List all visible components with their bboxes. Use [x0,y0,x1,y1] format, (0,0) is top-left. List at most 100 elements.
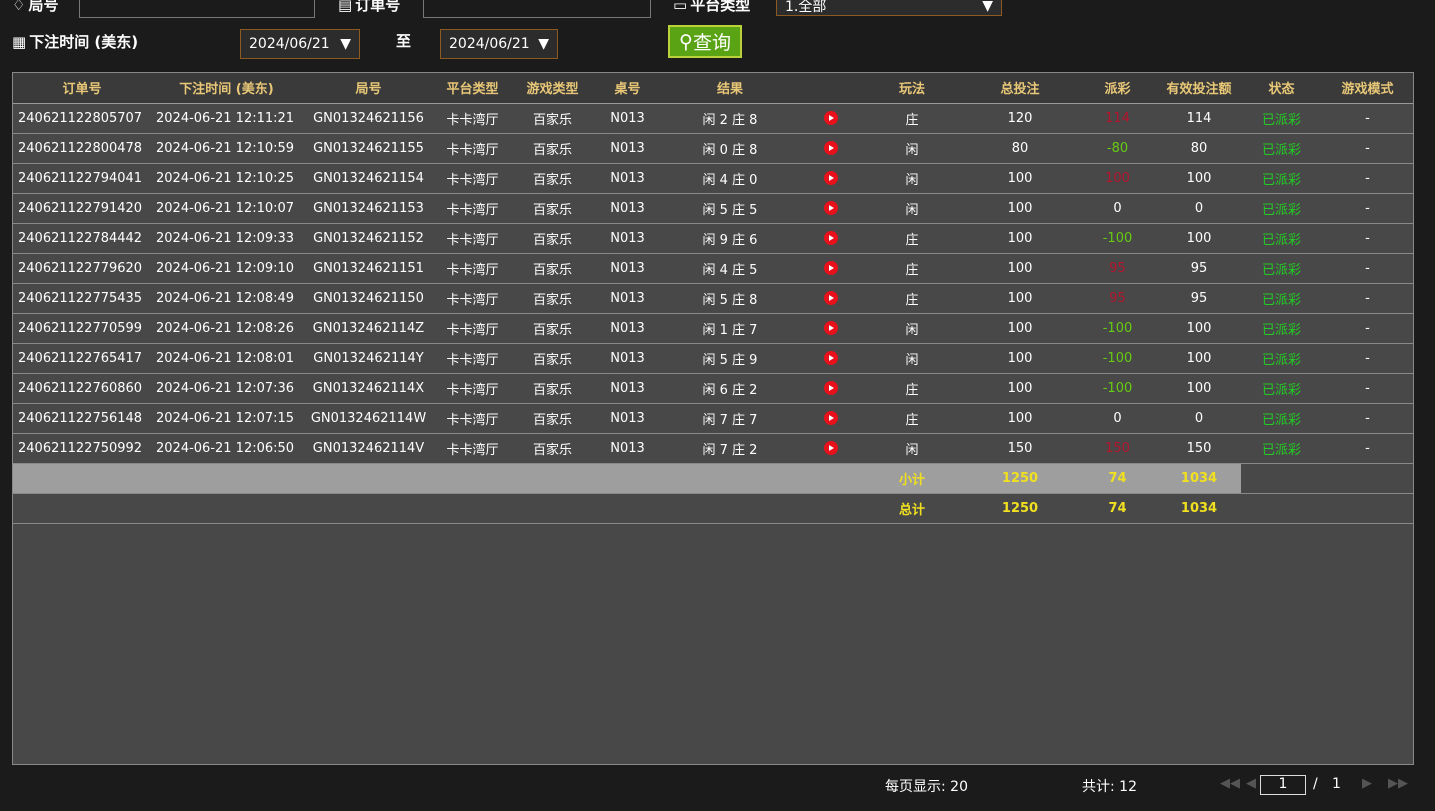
video-cell[interactable] [800,253,862,284]
query-button[interactable]: ⚲ 查询 [668,25,742,58]
table-row: 240621122784442 2024-06-21 12:09:33 GN0132… [13,223,1413,254]
result-cell: 闲 5 庄 5 [660,193,800,224]
subtotal-payout: 74 [1078,463,1157,494]
play-video-icon[interactable] [824,171,838,185]
platform-cell: 卡卡湾厅 [435,403,510,434]
game-mode-cell: - [1322,343,1413,374]
play-video-icon[interactable] [824,351,838,365]
bet-type-cell: 闲 [862,133,962,164]
valid-bet-cell: 114 [1157,103,1241,134]
column-header: 下注时间 (美东) [151,73,302,104]
result-cell: 闲 7 庄 2 [660,433,800,464]
bet-type-cell: 庄 [862,283,962,314]
game-mode-cell: - [1322,253,1413,284]
play-video-icon[interactable] [824,441,838,455]
play-video-icon[interactable] [824,111,838,125]
video-cell[interactable] [800,313,862,344]
column-header: 订单号 [13,73,151,104]
column-header: 玩法 [862,73,962,104]
order-id-cell: 240621122775435 [13,283,151,314]
valid-bet-cell: 100 [1157,313,1241,344]
order-id-cell: 240621122779620 [13,253,151,284]
table-row: 240621122756148 2024-06-21 12:07:15 GN0132… [13,403,1413,434]
valid-bet-cell: 100 [1157,343,1241,374]
payout-cell: 100 [1078,163,1157,194]
round-id-cell: GN0132462114Z [302,313,435,344]
order-id-cell: 240621122770599 [13,313,151,344]
order-input[interactable] [423,0,651,18]
last-page-icon[interactable]: ▶▶ [1388,776,1408,791]
server-icon: ▭ [673,0,688,14]
column-header: 平台类型 [435,73,510,104]
status-cell: 已派彩 [1241,253,1322,284]
status-cell: 已派彩 [1241,193,1322,224]
bet-table-container: 订单号 下注时间 (美东) 局号 平台类型 游戏类型 桌号 结果 玩法 总投注 派彩 有效投注额 状态… [12,72,1414,765]
bet-time-cell: 2024-06-21 12:06:50 [151,433,302,464]
next-page-icon[interactable]: ▶ [1362,776,1372,791]
empty-cell [1241,493,1413,524]
per-page: 每页显示: 20 [885,779,968,795]
play-video-icon[interactable] [824,291,838,305]
table-no-cell: N013 [595,433,660,464]
play-video-icon[interactable] [824,381,838,395]
video-cell[interactable] [800,163,862,194]
game-type-cell: 百家乐 [510,193,595,224]
round-id-cell: GN01324621154 [302,163,435,194]
prev-page-icon[interactable]: ◀ [1246,776,1256,791]
page-input[interactable]: 1 [1260,775,1306,795]
play-video-icon[interactable] [824,261,838,275]
video-cell[interactable] [800,223,862,254]
bet-type-cell: 闲 [862,433,962,464]
game-mode-cell: - [1322,373,1413,404]
total-bet-cell: 100 [962,313,1078,344]
game-mode-cell: - [1322,433,1413,464]
game-type-cell: 百家乐 [510,343,595,374]
video-cell[interactable] [800,133,862,164]
result-cell: 闲 5 庄 8 [660,283,800,314]
first-page-icon[interactable]: ◀◀ [1220,776,1240,791]
order-id-cell: 240621122800478 [13,133,151,164]
date-from-select[interactable]: 2024/06/21 ▼ [240,29,360,59]
video-cell[interactable] [800,373,862,404]
status-cell: 已派彩 [1241,373,1322,404]
platform-cell: 卡卡湾厅 [435,223,510,254]
result-cell: 闲 0 庄 8 [660,133,800,164]
round-input[interactable] [79,0,315,18]
valid-bet-cell: 150 [1157,433,1241,464]
play-video-icon[interactable] [824,411,838,425]
play-video-icon[interactable] [824,231,838,245]
play-video-icon[interactable] [824,321,838,335]
table-no-cell: N013 [595,253,660,284]
platform-select[interactable]: 1.全部 ▼ [776,0,1002,16]
video-cell[interactable] [800,103,862,134]
date-to-select[interactable]: 2024/06/21 ▼ [440,29,558,59]
empty-cell [13,493,862,524]
payout-cell: -100 [1078,343,1157,374]
platform-cell: 卡卡湾厅 [435,133,510,164]
video-cell[interactable] [800,433,862,464]
video-cell[interactable] [800,193,862,224]
total-bet-cell: 100 [962,163,1078,194]
game-type-cell: 百家乐 [510,373,595,404]
game-mode-cell: - [1322,283,1413,314]
status-cell: 已派彩 [1241,283,1322,314]
video-cell[interactable] [800,343,862,374]
game-type-cell: 百家乐 [510,103,595,134]
payout-cell: 150 [1078,433,1157,464]
table-header: 订单号 下注时间 (美东) 局号 平台类型 游戏类型 桌号 结果 玩法 总投注 派彩 有效投注额 状态… [13,73,1413,104]
play-video-icon[interactable] [824,201,838,215]
table-no-cell: N013 [595,343,660,374]
status-cell: 已派彩 [1241,163,1322,194]
order-id-cell: 240621122794041 [13,163,151,194]
platform-cell: 卡卡湾厅 [435,283,510,314]
video-cell[interactable] [800,283,862,314]
document-icon: ▤ [338,0,353,14]
order-id-cell: 240621122805707 [13,103,151,134]
play-video-icon[interactable] [824,141,838,155]
table-row: 240621122805707 2024-06-21 12:11:21 GN0132… [13,103,1413,134]
result-cell: 闲 7 庄 7 [660,403,800,434]
calendar-icon: ▦ [12,32,27,51]
bet-type-cell: 闲 [862,193,962,224]
total-bet-cell: 80 [962,133,1078,164]
video-cell[interactable] [800,403,862,434]
